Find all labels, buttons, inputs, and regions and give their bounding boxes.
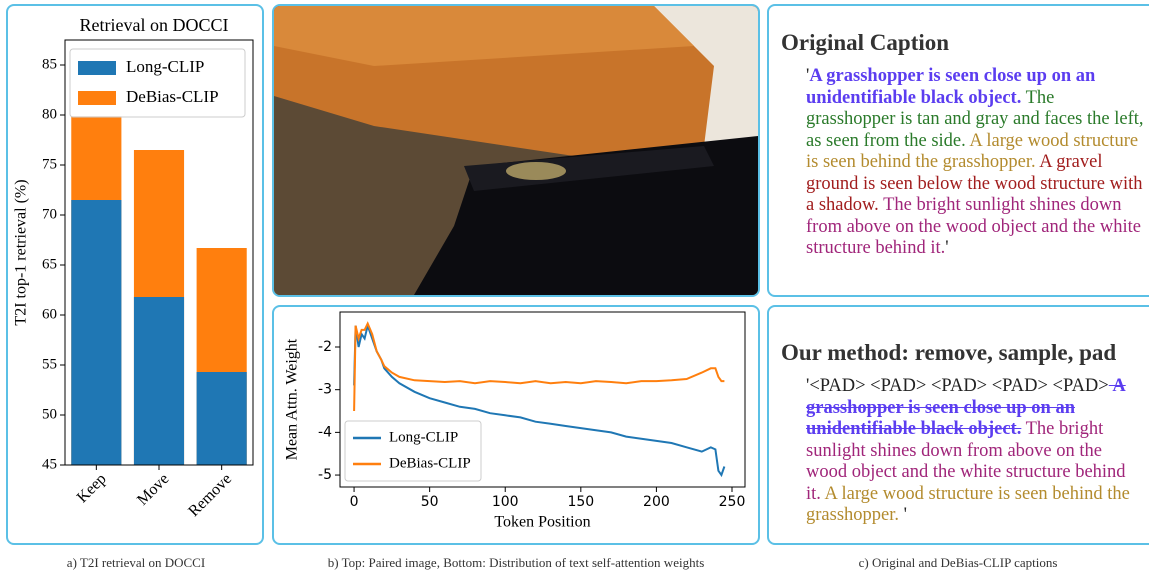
caption-segment: A large wood structure is seen behind th… — [806, 130, 1139, 173]
photo — [274, 6, 758, 295]
panel-image — [272, 4, 760, 297]
caption-segment: A gravel ground is seen below the wood s… — [806, 152, 1143, 215]
caption-segment: A large wood structure is seen behind th… — [806, 483, 1130, 526]
panel-title: Original Caption — [781, 30, 950, 55]
caption-segment: ' — [945, 238, 949, 258]
caption-segment: '<PAD> <PAD> <PAD> <PAD> <PAD> — [806, 376, 1109, 396]
caption-text: 'A grasshopper is seen close up on an un… — [806, 66, 1145, 260]
caption-segment: The bright sunlight shines down from abo… — [806, 419, 1126, 504]
panel-a — [6, 4, 264, 545]
panel-title: Our method: remove, sample, pad — [781, 340, 1117, 365]
caption: c) Original and DeBias-CLIP captions — [858, 555, 1058, 570]
caption: b) Top: Paired image, Bottom: Distributi… — [327, 555, 705, 570]
caption-text: '<PAD> <PAD> <PAD> <PAD> <PAD> A grassho… — [806, 376, 1145, 527]
panel-b — [272, 305, 760, 545]
caption-segment: ' — [899, 505, 907, 525]
caption-segment: A grasshopper is seen close up on an uni… — [806, 66, 1096, 108]
caption: a) T2I retrieval on DOCCI — [66, 555, 206, 570]
text-panel: Our method: remove, sample, pad '<PAD> <P… — [767, 305, 1149, 545]
caption-segment: The bright sunlight shines down from abo… — [806, 195, 1141, 258]
caption-segment: A grasshopper is seen close up on an uni… — [806, 376, 1126, 439]
caption-segment: ' — [806, 66, 810, 86]
text-panel: Original Caption 'A grasshopper is seen c… — [767, 4, 1149, 297]
caption-segment: The grasshopper is tan and gray and face… — [806, 87, 1144, 151]
